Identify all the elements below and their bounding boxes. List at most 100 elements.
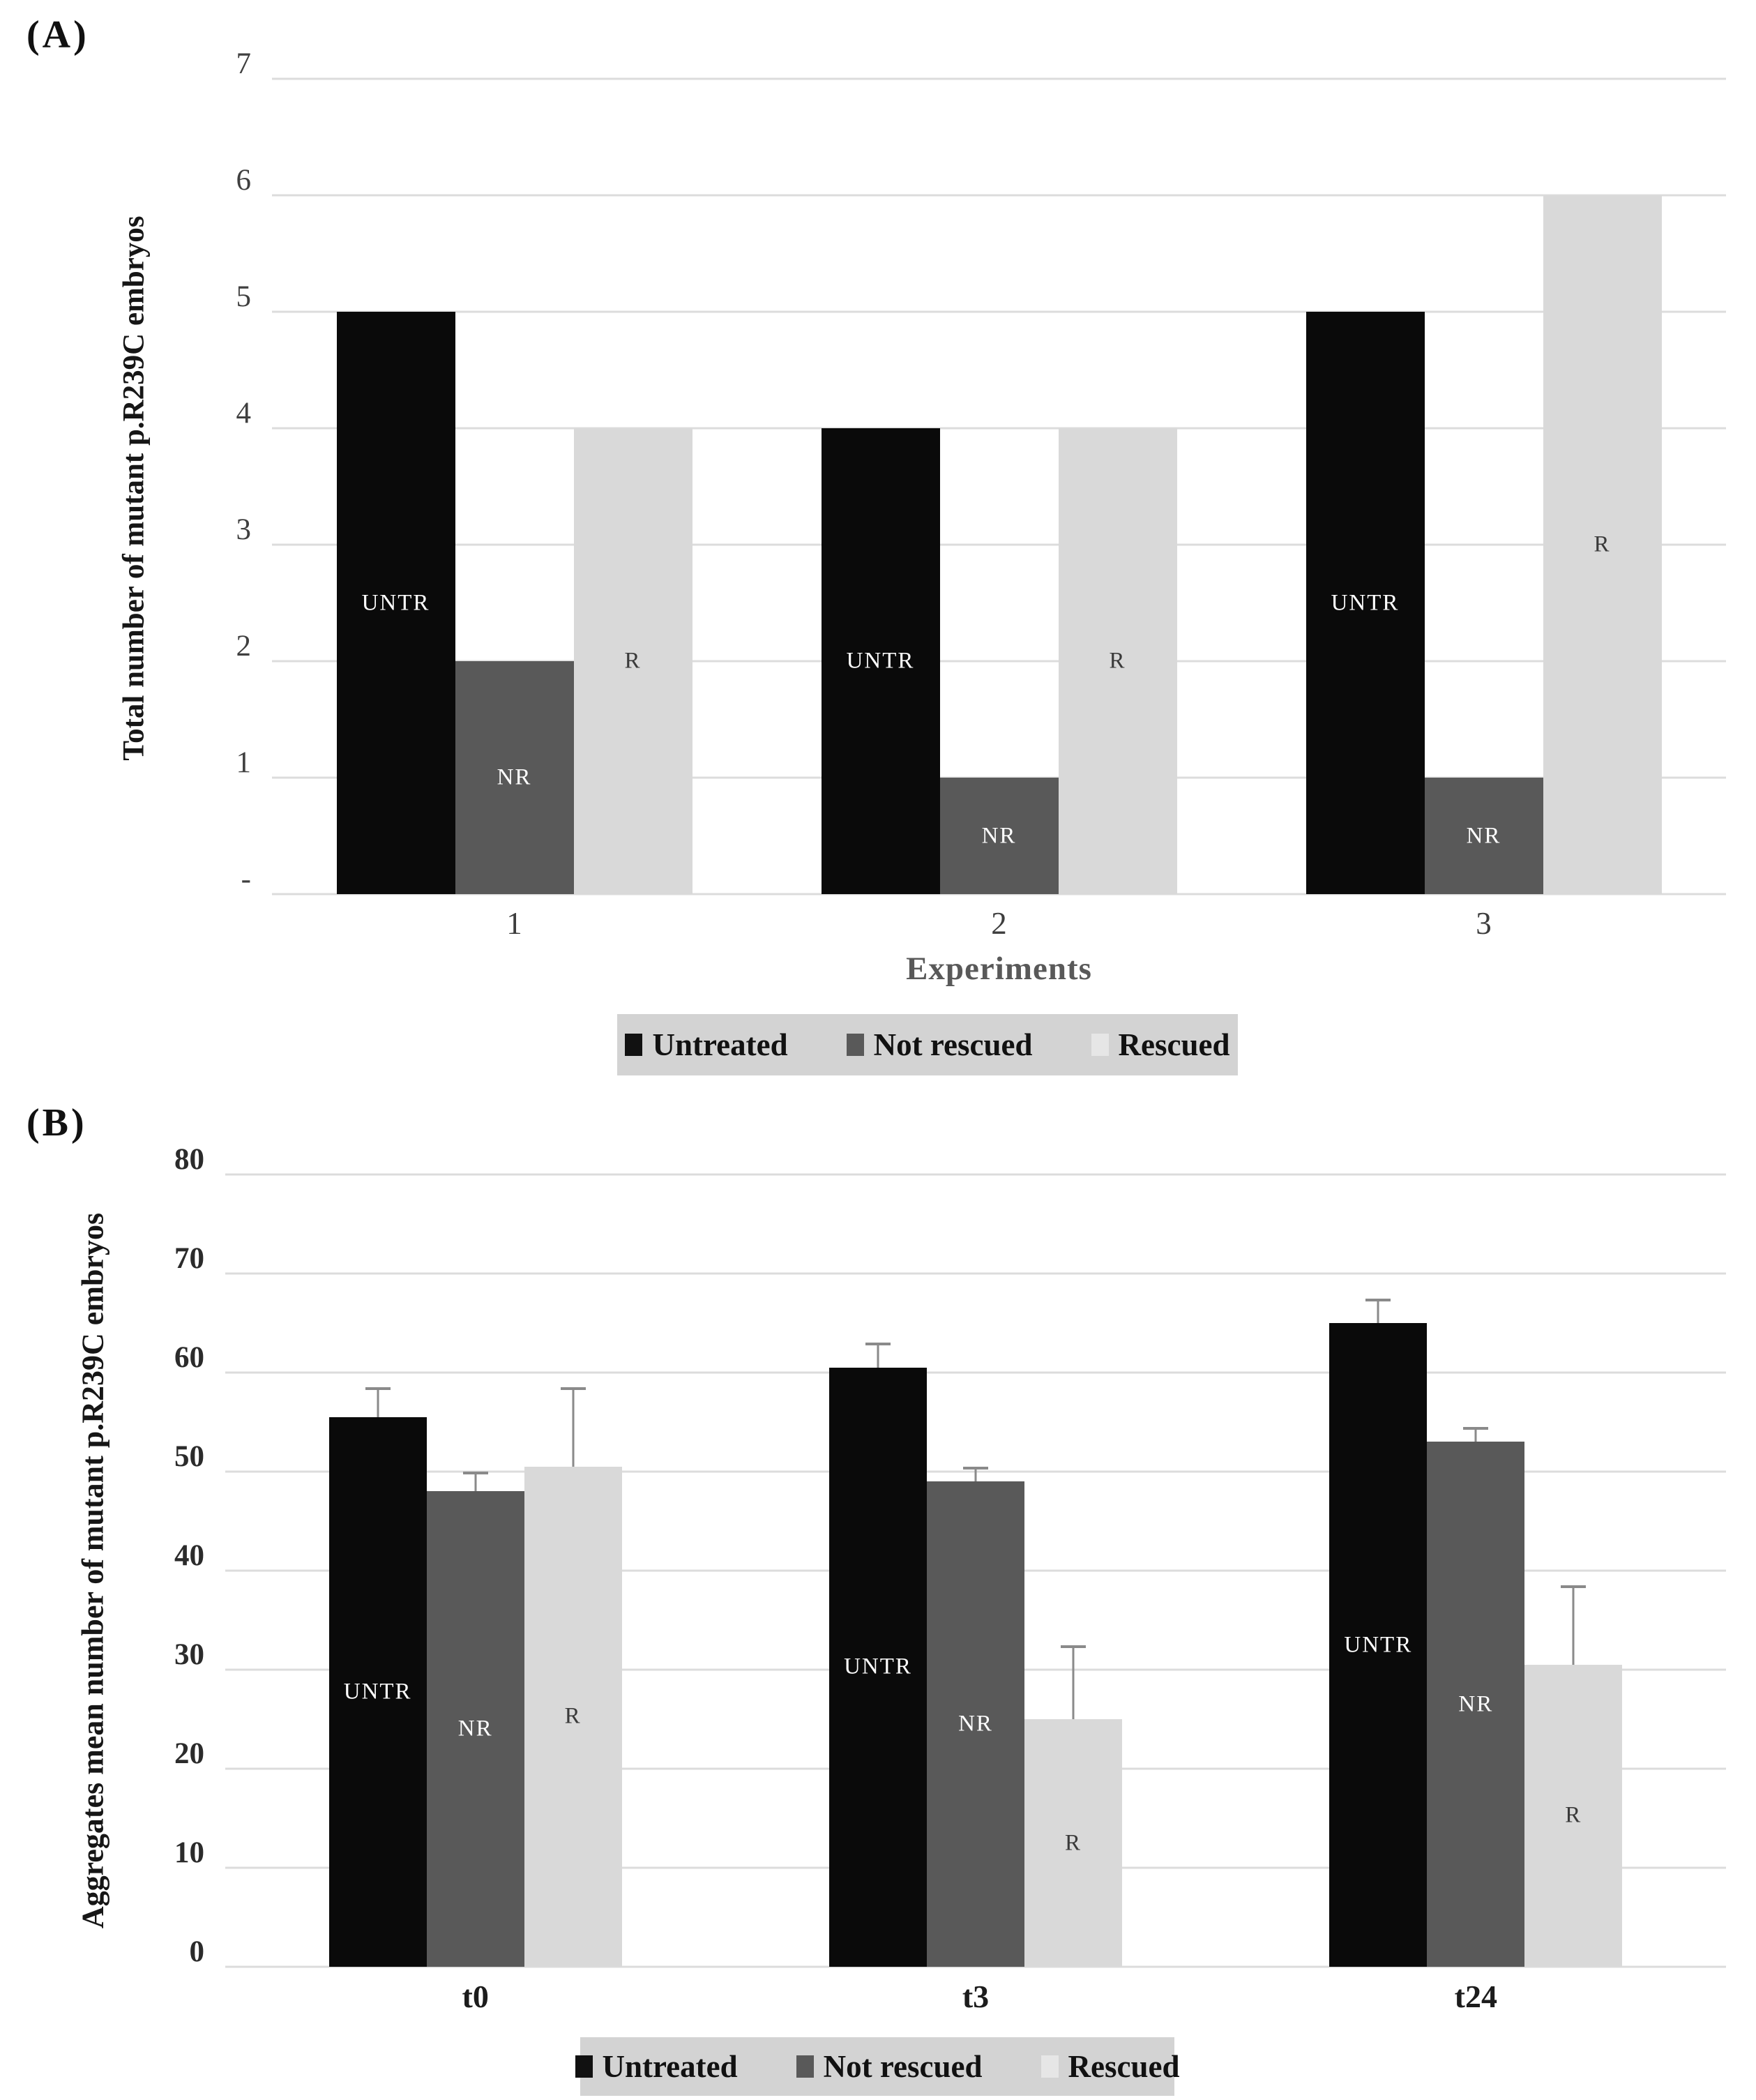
gridline [225,1371,1726,1374]
gridline [225,1965,1726,1968]
legend-swatch-not-rescued [846,1034,864,1056]
error-bar-cap [865,1343,891,1346]
x-category-label: 2 [991,906,1007,941]
bar-untreated: UNTR [336,312,455,894]
bar-label: R [624,648,642,674]
y-tick-label: 1 [236,746,252,779]
bar-rescued: R [573,428,692,894]
y-tick-label: - [241,863,251,896]
legend-label: Rescued [1118,1027,1230,1062]
bar-label: NR [981,823,1017,848]
bar-group: UNTR NR R 3 [1241,79,1726,941]
error-bar [1463,1427,1489,1442]
bar-rescued: R [1524,1585,1623,1967]
gridline [272,543,1726,546]
bar-label: UNTR [1344,1632,1413,1657]
bar-untreated: UNTR [821,428,940,894]
legend-swatch-not-rescued [796,2055,814,2078]
bar-not-rescued: NR [1427,1427,1525,1967]
legend-label: Not rescued [873,1027,1033,1062]
bar-untreated: UNTR [328,1387,427,1967]
error-bar-line [1474,1427,1477,1442]
y-tick-label: 10 [174,1836,204,1869]
gridline [272,310,1726,313]
bar-label: NR [958,1711,993,1737]
error-bar-cap [962,1466,988,1470]
legend-item: Untreated [625,1027,788,1063]
bar-label: R [564,1703,582,1729]
error-bar-cap [560,1387,586,1391]
y-tick-label: 3 [236,513,252,546]
y-tick-label: 0 [189,1935,205,1968]
y-tick-label: 30 [174,1638,204,1671]
x-category-label: t0 [462,1979,489,2014]
bar-not-rescued: NR [939,778,1059,894]
bar-untreated: UNTR [1329,1298,1428,1967]
legend-item: Rescued [1091,1027,1230,1063]
bar-group: UNTR NR R 1 [272,79,757,941]
error-bar-line [572,1387,575,1467]
y-tick-label: 5 [236,280,252,313]
legend-label: Untreated [652,1027,788,1062]
panel-a-y-axis-title: Total number of mutant p.R239C embryos [117,216,151,761]
panel-a-x-axis-title: Experiments [906,951,1092,987]
gridline [272,77,1726,80]
legend-item: Not rescued [846,1027,1033,1063]
y-tick-label: 40 [174,1539,204,1572]
error-bar-cap [1561,1585,1587,1589]
bar-label: NR [497,764,532,790]
bar-label: UNTR [1331,590,1400,615]
x-category-label: 1 [506,906,522,941]
error-bar [462,1472,488,1492]
y-tick-label: 20 [174,1737,204,1770]
panel-b-tag: (B) [27,1101,87,1145]
y-tick-label: 4 [236,397,252,430]
legend-swatch-untreated [575,2055,593,2078]
error-bar-line [474,1472,477,1492]
bar-untreated: UNTR [828,1343,927,1967]
y-tick-label: 6 [236,164,252,197]
bar-not-rescued: NR [426,1472,524,1967]
bar-label: NR [1466,823,1501,848]
y-tick-label: 7 [236,47,252,80]
x-category-label: t3 [962,1979,990,2014]
legend-item: Not rescued [796,2048,983,2085]
error-bar-cap [462,1472,488,1475]
bar-label: UNTR [844,1654,912,1679]
error-bar-line [974,1466,977,1482]
error-bar [1365,1298,1391,1323]
y-tick-label: 50 [174,1440,204,1473]
gridline [272,660,1726,663]
legend-swatch-rescued [1091,1034,1109,1056]
bar-not-rescued: NR [1424,778,1543,894]
error-bar-cap [1060,1645,1086,1648]
bar-label: R [1064,1830,1082,1855]
gridline [272,427,1726,430]
bar-label: UNTR [846,648,915,674]
legend-item: Untreated [575,2048,738,2085]
bar-not-rescued: NR [926,1466,1024,1967]
bar-rescued: R [524,1387,622,1967]
bar-rescued: R [1058,428,1177,894]
bar-group: UNTR NR R 2 [757,79,1241,941]
error-bar-line [1377,1298,1379,1323]
error-bar-line [877,1343,879,1368]
error-bar-line [1572,1585,1575,1665]
bar-untreated: UNTR [1305,312,1425,894]
error-bar [365,1387,391,1417]
gridline [272,893,1726,896]
legend-label: Not rescued [823,2049,983,2084]
error-bar [1060,1645,1086,1719]
bar-rescued: R [1543,195,1662,894]
error-bar [560,1387,586,1467]
bar-label: R [1594,531,1611,557]
legend-swatch-untreated [625,1034,643,1056]
error-bar [865,1343,891,1368]
error-bar-line [1072,1645,1075,1719]
panel-b-legend: Untreated Not rescued Rescued [575,2037,1180,2096]
bar-label: R [1565,1802,1582,1828]
error-bar-cap [365,1387,391,1391]
